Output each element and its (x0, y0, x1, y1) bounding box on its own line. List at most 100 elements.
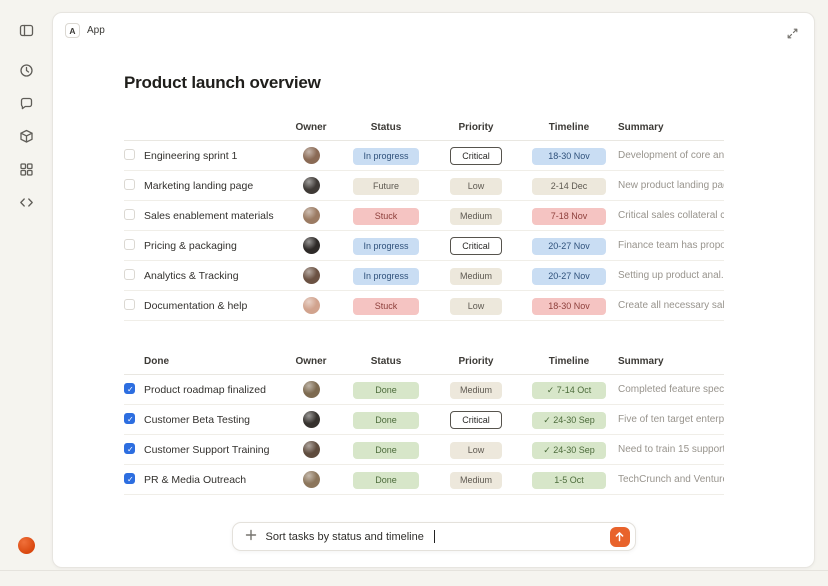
priority-badge[interactable]: Critical (450, 410, 502, 430)
status-badge[interactable]: Done (353, 472, 419, 489)
app-window: A App Product launch overview Owner Stat… (52, 12, 815, 568)
status-badge[interactable]: In progress (353, 238, 419, 255)
header-owner: Owner (295, 122, 327, 133)
owner-avatar[interactable] (302, 237, 320, 254)
owner-avatar[interactable] (302, 441, 320, 458)
row-checkbox[interactable] (124, 208, 135, 220)
summary-text[interactable]: Critical sales collateral cr... (618, 210, 724, 221)
apps-grid-icon[interactable] (14, 157, 38, 181)
timeline-badge[interactable]: 18-30 Nov (532, 148, 606, 165)
breadcrumb: A App (65, 23, 105, 38)
header-timeline: Timeline (548, 122, 590, 133)
owner-avatar[interactable] (302, 471, 320, 488)
status-badge[interactable]: In progress (353, 148, 419, 165)
status-badge[interactable]: Stuck (353, 298, 419, 315)
row-checkbox[interactable] (124, 382, 135, 395)
summary-text[interactable]: Five of ten target enterp... (618, 414, 724, 425)
header-owner: Owner (295, 356, 327, 367)
owner-avatar[interactable] (302, 411, 320, 428)
text-caret (433, 530, 435, 543)
owner-avatar[interactable] (302, 381, 320, 398)
chat-icon[interactable] (14, 91, 38, 115)
timeline-badge[interactable]: ✓ 24-30 Sep (532, 412, 606, 429)
row-checkbox[interactable] (124, 298, 135, 310)
priority-badge[interactable]: Low (450, 298, 502, 315)
row-checkbox[interactable] (124, 178, 135, 190)
owner-avatar[interactable] (302, 207, 320, 224)
timeline-badge[interactable]: 1-5 Oct (532, 472, 606, 489)
window-edge (0, 570, 828, 571)
timeline-badge[interactable]: 18-30 Nov (532, 298, 606, 315)
package-icon[interactable] (14, 124, 38, 148)
table-header: Owner Status Priority Timeline Summary (124, 115, 724, 141)
summary-text[interactable]: Development of core ana... (618, 150, 724, 161)
summary-text[interactable]: New product landing pag... (618, 180, 724, 191)
summary-text[interactable]: Setting up product anal... (618, 270, 724, 281)
plus-icon[interactable] (245, 528, 257, 546)
send-button[interactable] (609, 526, 630, 547)
task-name[interactable]: Documentation & help (144, 299, 248, 312)
status-badge[interactable]: Done (353, 442, 419, 459)
summary-text[interactable]: Completed feature speci... (618, 384, 724, 395)
table-row: Sales enablement materials Stuck Medium … (124, 201, 724, 231)
timeline-badge[interactable]: ✓ 7-14 Oct (532, 382, 606, 399)
task-name[interactable]: Pricing & packaging (144, 239, 237, 252)
summary-text[interactable]: Need to train 15 support r... (618, 444, 724, 455)
row-checkbox[interactable] (124, 238, 135, 250)
priority-badge[interactable]: Critical (450, 146, 502, 166)
timeline-badge[interactable]: 20-27 Nov (532, 268, 606, 285)
task-name[interactable]: Engineering sprint 1 (144, 149, 238, 162)
row-checkbox[interactable] (124, 442, 135, 455)
user-avatar[interactable] (17, 537, 35, 554)
owner-avatar[interactable] (302, 147, 320, 164)
panel-toggle-icon[interactable] (14, 18, 38, 42)
timeline-badge[interactable]: 2-14 Dec (532, 178, 606, 195)
status-badge[interactable]: Done (353, 412, 419, 429)
task-name[interactable]: Marketing landing page (144, 179, 254, 192)
task-name[interactable]: Customer Beta Testing (144, 413, 251, 426)
row-checkbox[interactable] (124, 268, 135, 280)
prompt-bar[interactable]: Sort tasks by status and timeline (231, 522, 636, 551)
timeline-badge[interactable]: 7-18 Nov (532, 208, 606, 225)
app-logo: A (65, 23, 80, 38)
row-checkbox[interactable] (124, 412, 135, 425)
task-name[interactable]: Product roadmap finalized (144, 383, 266, 396)
priority-badge[interactable]: Critical (450, 236, 502, 256)
task-name[interactable]: Sales enablement materials (144, 209, 274, 222)
summary-text[interactable]: Finance team has propo... (618, 240, 724, 251)
row-checkbox[interactable] (124, 472, 135, 485)
summary-text[interactable]: Create all necessary sale... (618, 300, 724, 311)
header-priority: Priority (458, 356, 494, 367)
status-badge[interactable]: Future (353, 178, 419, 195)
priority-badge[interactable]: Medium (450, 268, 502, 285)
status-badge[interactable]: Done (353, 382, 419, 399)
priority-badge[interactable]: Low (450, 442, 502, 459)
header-done: Done (144, 356, 169, 367)
task-name[interactable]: Analytics & Tracking (144, 269, 239, 282)
status-badge[interactable]: Stuck (353, 208, 419, 225)
task-name[interactable]: Customer Support Training (144, 443, 270, 456)
code-icon[interactable] (14, 190, 38, 214)
row-checkbox[interactable] (124, 148, 135, 160)
table-row: Customer Support Training Done Low ✓ 24-… (124, 435, 724, 465)
prompt-input[interactable]: Sort tasks by status and timeline (265, 530, 424, 543)
priority-badge[interactable]: Medium (450, 382, 502, 399)
timeline-badge[interactable]: ✓ 24-30 Sep (532, 442, 606, 459)
priority-badge[interactable]: Medium (450, 208, 502, 225)
priority-badge[interactable]: Low (450, 178, 502, 195)
app-title: App (87, 25, 105, 36)
priority-badge[interactable]: Medium (450, 472, 502, 489)
expand-icon[interactable] (784, 25, 800, 41)
task-name[interactable]: PR & Media Outreach (144, 473, 247, 486)
owner-avatar[interactable] (302, 177, 320, 194)
table-row: PR & Media Outreach Done Medium 1-5 Oct … (124, 465, 724, 495)
summary-text[interactable]: TechCrunch and Venture... (618, 474, 724, 485)
table-header: Done Owner Status Priority Timeline Summ… (124, 349, 724, 375)
status-badge[interactable]: In progress (353, 268, 419, 285)
history-icon[interactable] (14, 58, 38, 82)
header-status: Status (370, 122, 402, 133)
table-row: Customer Beta Testing Done Critical ✓ 24… (124, 405, 724, 435)
timeline-badge[interactable]: 20-27 Nov (532, 238, 606, 255)
owner-avatar[interactable] (302, 267, 320, 284)
owner-avatar[interactable] (302, 297, 320, 314)
